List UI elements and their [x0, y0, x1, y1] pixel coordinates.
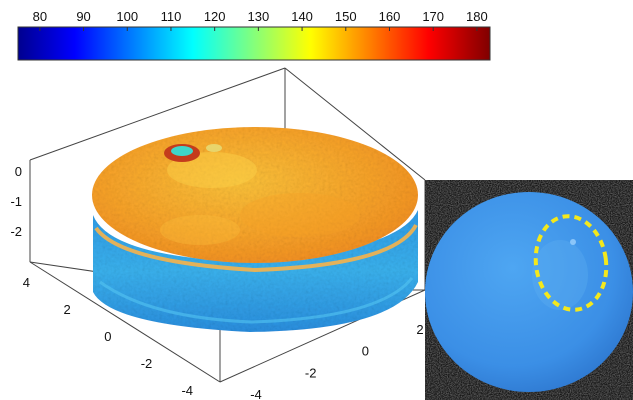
- colorbar-tick-label: 100: [116, 9, 138, 24]
- colorbar-tick-label: 140: [291, 9, 313, 24]
- z-axis-tick-label: -2: [10, 224, 22, 239]
- defect-annotation-ellipse: [533, 214, 609, 312]
- colorbar-gradient: [17, 26, 491, 61]
- tablet-side-band: [93, 210, 418, 332]
- y-axis-ticks: 4 2 0 -2 -4: [23, 275, 193, 398]
- colorbar-tick-label: 130: [248, 9, 270, 24]
- x-axis-tick-label: -2: [305, 365, 317, 380]
- y-axis-tick-label: 4: [23, 275, 30, 290]
- colorbar-tick-label: 150: [335, 9, 357, 24]
- colorbar-tick-label: 120: [204, 9, 226, 24]
- x-axis-tick-label: -4: [250, 387, 262, 400]
- colorbar-ticks: 80 90 100 110 120 130 140 150 160 170 180: [33, 9, 488, 31]
- y-axis-tick-label: -4: [181, 383, 193, 398]
- tablet-photo: [425, 180, 633, 400]
- x-axis-tick-label: 0: [362, 344, 369, 359]
- z-axis-tick-label: 0: [15, 164, 22, 179]
- colorbar-tick-label: 90: [76, 9, 90, 24]
- tablet-top-face: [92, 127, 418, 263]
- z-axis-ticks: 0 -1 -2: [10, 164, 22, 239]
- x-axis-ticks: -4 -2 0 2: [250, 322, 423, 400]
- tablet-photo-panel: [425, 180, 633, 400]
- x-axis-tick-label: 2: [416, 322, 423, 337]
- surface-defect: [164, 144, 222, 162]
- photo-tablet: [425, 192, 633, 392]
- y-axis-tick-label: 0: [104, 329, 111, 344]
- z-axis-tick-label: -1: [10, 194, 22, 209]
- colorbar-tick-label: 160: [379, 9, 401, 24]
- colorbar-tick-label: 180: [466, 9, 488, 24]
- colorbar-tick-label: 170: [422, 9, 444, 24]
- colorbar-tick-label: 80: [33, 9, 47, 24]
- y-axis-tick-label: -2: [141, 356, 153, 371]
- y-axis-tick-label: 2: [64, 302, 71, 317]
- colorbar-tick-label: 110: [161, 9, 182, 24]
- colorbar: 80 90 100 110 120 130 140 150 160 170 180: [17, 9, 491, 61]
